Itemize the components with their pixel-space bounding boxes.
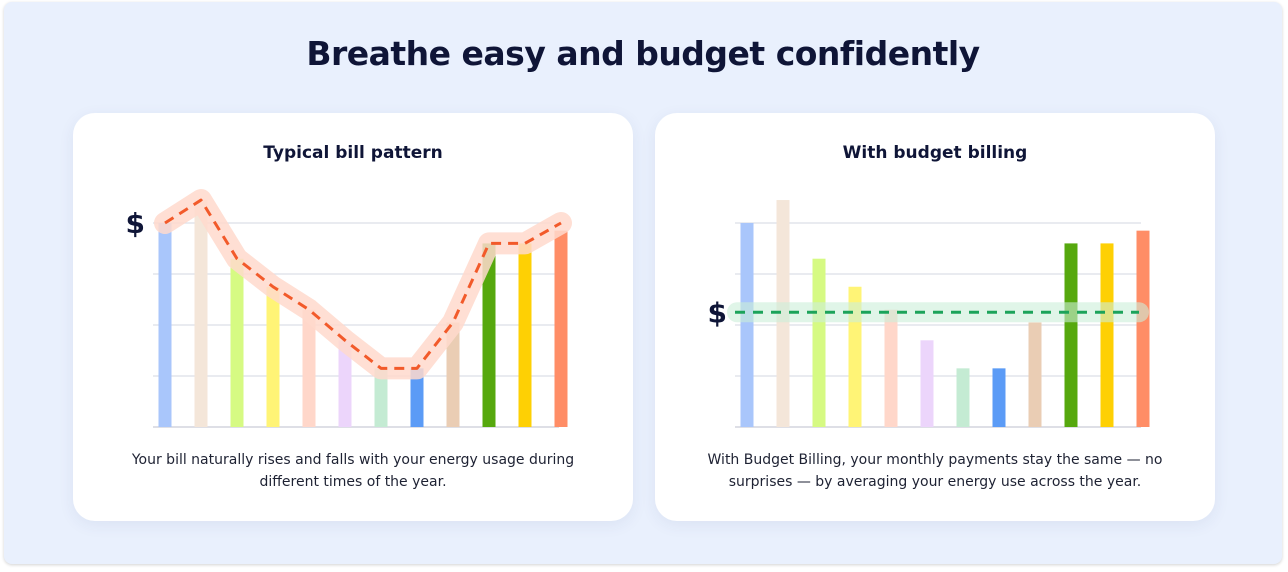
chart-bar [482, 243, 496, 427]
budget-billing-card-title: With budget billing [842, 143, 1028, 163]
page-title: Breathe easy and budget confidently [306, 34, 980, 73]
chart-bar [1100, 243, 1114, 427]
page-frame: Breathe easy and budget confidently Typi… [4, 2, 1282, 564]
chart-bar [554, 230, 568, 427]
chart-bar [374, 368, 388, 427]
chart-bar [266, 286, 280, 427]
trend-line [164, 198, 562, 370]
trend-line-glow [154, 189, 572, 380]
chart-bar [230, 258, 244, 427]
chart-bar [1136, 230, 1150, 427]
chart-bar [740, 223, 754, 427]
chart-bar [302, 309, 316, 427]
typical-bill-chart: $ [126, 189, 572, 428]
budget-billing-caption: With Budget Billing, your monthly paymen… [707, 452, 1163, 490]
chart-bar [410, 368, 424, 427]
chart-bar [920, 340, 934, 427]
typical-bill-caption: Your bill naturally rises and falls with… [131, 452, 575, 490]
chart-bar [992, 368, 1006, 427]
chart-bar [194, 200, 208, 427]
chart-bar [338, 340, 352, 427]
chart-bar [446, 322, 460, 427]
chart-bar [518, 243, 532, 427]
chart-bar [956, 368, 970, 427]
chart-bar [1028, 322, 1042, 427]
budget-billing-chart: $ [708, 200, 1150, 428]
typical-bill-card-title: Typical bill pattern [263, 143, 443, 163]
budget-billing-card: With budget billing $ With Budget Billin… [655, 113, 1215, 521]
dollar-symbol: $ [708, 296, 727, 329]
chart-bar [884, 309, 898, 427]
chart-bar [812, 258, 826, 427]
chart-bar [1064, 243, 1078, 427]
chart-bar [158, 223, 172, 427]
dollar-symbol: $ [126, 207, 145, 240]
typical-bill-card: Typical bill pattern $ Your bill natural… [73, 113, 633, 521]
